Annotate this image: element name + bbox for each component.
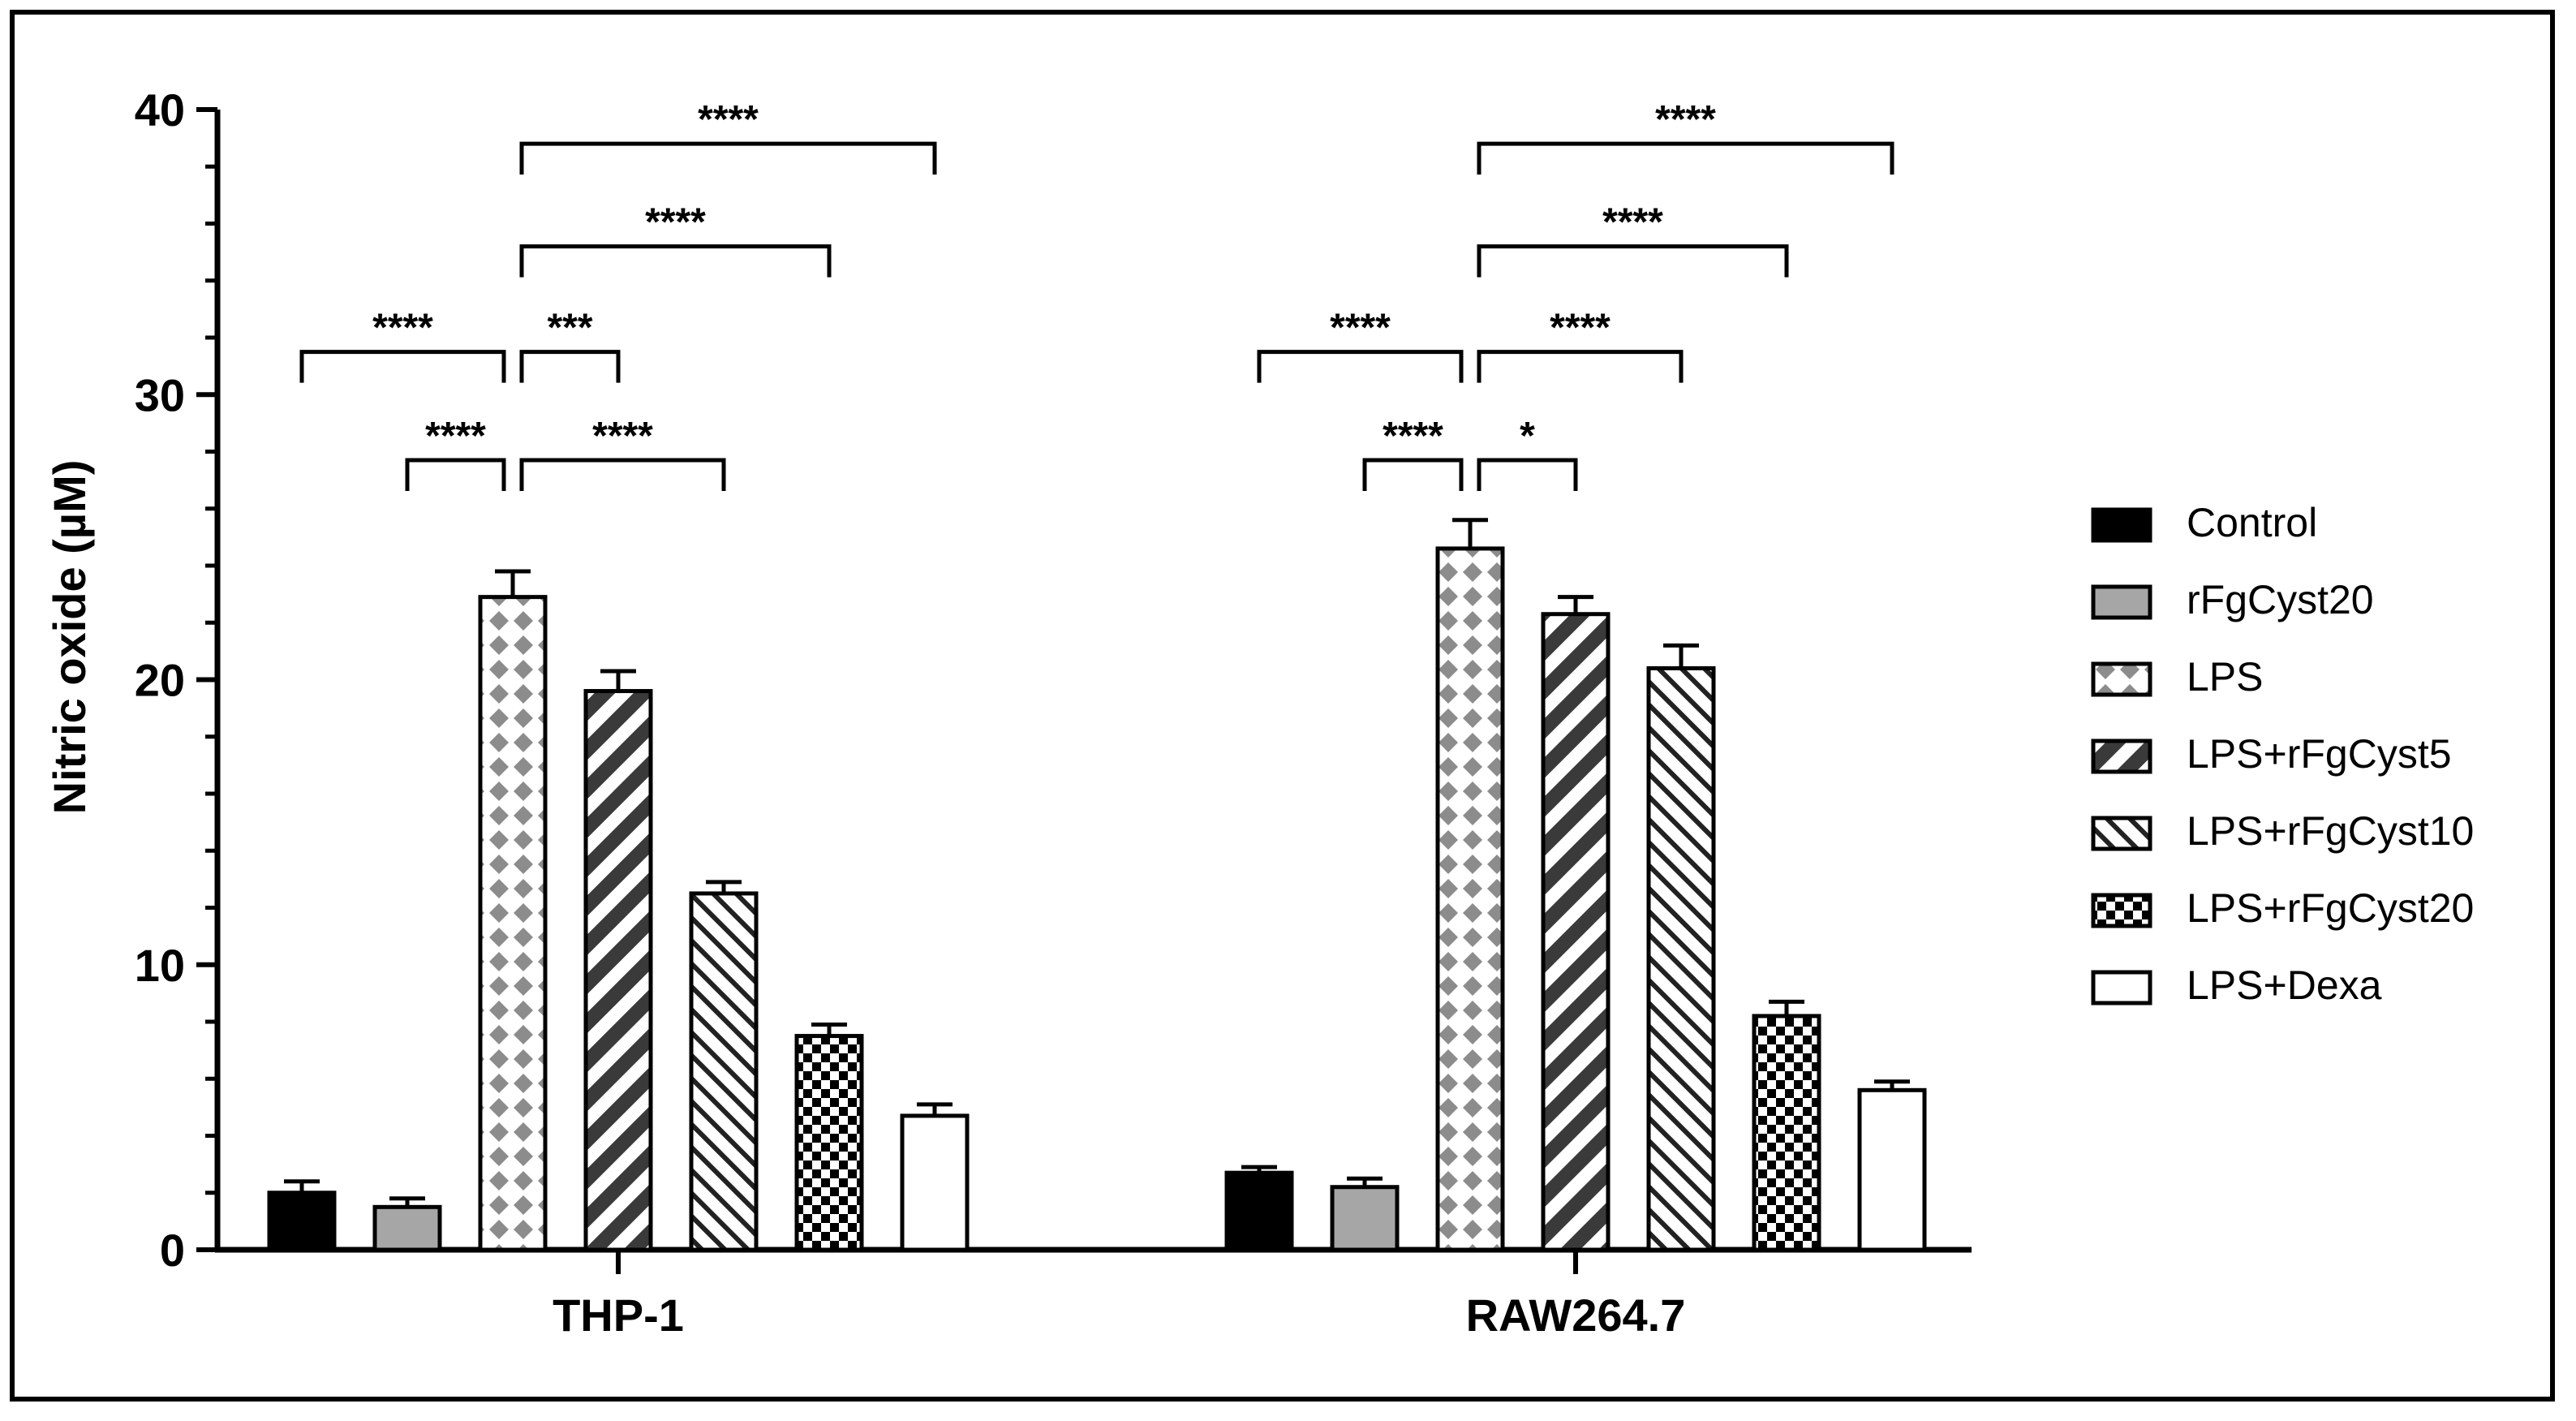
- legend-swatch: [2091, 584, 2152, 620]
- bar: [1541, 612, 1611, 1252]
- significance-label: ****: [1330, 307, 1391, 350]
- legend-label: LPS+rFgCyst20: [2187, 885, 2474, 931]
- significance-bracket: [519, 244, 832, 278]
- significance-bracket: [1477, 458, 1578, 492]
- significance-bracket: [519, 458, 726, 492]
- significance-label: ****: [372, 307, 433, 350]
- x-axis-labels: THP-1 RAW264.7: [553, 1250, 1685, 1341]
- significance-label: ****: [1550, 307, 1611, 350]
- significance-bracket: [519, 141, 937, 175]
- bar: [689, 891, 759, 1252]
- significance-label: ***: [547, 307, 592, 350]
- y-tick-label: 40: [135, 84, 185, 136]
- bar: [1646, 665, 1716, 1252]
- significance-bracket: [519, 350, 621, 383]
- significance-label: ****: [592, 415, 653, 458]
- bar: [478, 595, 548, 1252]
- bar: [583, 689, 653, 1252]
- bar: [1752, 1014, 1821, 1252]
- legend-label: LPS: [2187, 654, 2264, 700]
- significance-label: *: [1520, 415, 1535, 458]
- x-category-label: RAW264.7: [1466, 1290, 1686, 1341]
- legend-swatch: [2091, 738, 2152, 774]
- significance-bracket: [1477, 350, 1684, 383]
- bar: [1330, 1185, 1400, 1252]
- significance-label: ****: [645, 201, 706, 244]
- significance-bracket: [1257, 350, 1464, 383]
- y-axis-label: Nitric oxide (µM): [44, 460, 95, 815]
- legend-swatch: [2091, 893, 2152, 928]
- significance-label: ****: [1383, 415, 1443, 458]
- bar: [1224, 1170, 1294, 1252]
- bar: [1435, 546, 1505, 1252]
- legend-label: LPS+rFgCyst10: [2187, 808, 2474, 854]
- significance-label: ****: [425, 415, 486, 458]
- x-category-label: THP-1: [553, 1290, 684, 1341]
- legend-swatch: [2091, 970, 2152, 1005]
- significance-bracket: [1362, 458, 1464, 492]
- y-tick-label: 0: [160, 1225, 185, 1276]
- y-tick-label: 30: [135, 369, 185, 420]
- significance-bracket: [1477, 244, 1789, 278]
- legend-label: rFgCyst20: [2187, 577, 2374, 622]
- y-tick-label: 20: [135, 655, 185, 706]
- significance-bracket: [1477, 141, 1894, 175]
- bar: [900, 1113, 970, 1252]
- legend-swatch: [2091, 661, 2152, 697]
- bar: [794, 1034, 864, 1252]
- bar: [1857, 1087, 1927, 1252]
- significance-bracket: [405, 458, 506, 492]
- figure-frame: [10, 10, 2555, 1402]
- legend: Control rFgCyst20 LPS LPS+rFgCyst5 LPS+rFgCy…: [2091, 500, 2474, 1008]
- significance-brackets: ******************************* *********…: [299, 98, 1894, 492]
- legend-label: LPS+rFgCyst5: [2187, 731, 2452, 777]
- bar: [267, 1191, 337, 1252]
- legend-label: Control: [2187, 500, 2317, 545]
- legend-swatch: [2091, 816, 2152, 851]
- legend-swatch: [2091, 507, 2152, 543]
- significance-label: ****: [1655, 98, 1716, 141]
- significance-bracket: [299, 350, 506, 383]
- legend-label: LPS+Dexa: [2187, 962, 2382, 1008]
- bar: [372, 1204, 442, 1252]
- significance-label: ****: [1602, 201, 1663, 244]
- significance-label: ****: [698, 98, 759, 141]
- y-tick-label: 10: [135, 940, 185, 991]
- bars: [267, 518, 1927, 1252]
